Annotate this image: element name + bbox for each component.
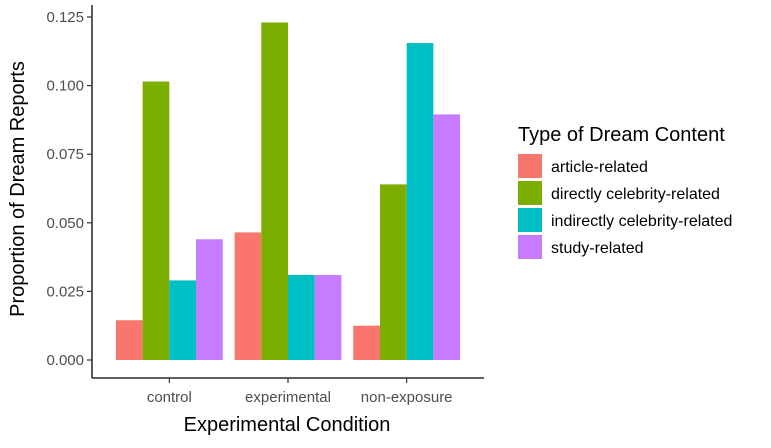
bar-control-indirectly-celebrity-related	[169, 280, 197, 360]
y-axis-title: Proportion of Dream Reports	[7, 61, 29, 317]
y-tick-label: 0.100	[46, 78, 84, 95]
bar-experimental-directly-celebrity-related	[261, 22, 288, 360]
bar-experimental-study-related	[314, 274, 342, 360]
bar-control-study-related	[196, 239, 223, 360]
legend-key-article-related	[518, 154, 542, 178]
y-tick-label: 0.025	[46, 283, 84, 300]
x-tick-label: control	[147, 389, 192, 406]
y-tick-label: 0.075	[46, 146, 84, 163]
legend-label: indirectly celebrity-related	[551, 213, 732, 230]
legend-key-directly-celebrity-related	[518, 181, 542, 205]
bar-control-directly-celebrity-related	[142, 81, 170, 360]
bars-layer	[115, 22, 461, 361]
bar-control-article-related	[115, 320, 143, 360]
y-tick-label: 0.000	[46, 352, 84, 369]
bar-experimental-indirectly-celebrity-related	[288, 274, 315, 360]
x-ticks: control experimental non-exposure	[147, 378, 453, 406]
bar-non-exposure-directly-celebrity-related	[379, 184, 407, 360]
bar-non-exposure-indirectly-celebrity-related	[406, 43, 434, 361]
legend-label: article-related	[551, 159, 648, 176]
x-tick-label: non-exposure	[361, 389, 453, 406]
y-tick-label: 0.050	[46, 215, 84, 232]
x-axis-title: Experimental Condition	[184, 414, 391, 436]
y-ticks: 0.000 0.025 0.050 0.075 0.100 0.125	[46, 9, 92, 369]
legend-label: study-related	[551, 240, 644, 257]
legend-title: Type of Dream Content	[518, 124, 725, 146]
bar-experimental-article-related	[234, 232, 262, 360]
legend-label: directly celebrity-related	[551, 186, 720, 203]
legend: article-related directly celebrity-relate…	[518, 154, 732, 259]
legend-key-indirectly-celebrity-related	[518, 208, 542, 232]
legend-key-study-related	[518, 235, 542, 259]
y-tick-label: 0.125	[46, 9, 84, 26]
bar-non-exposure-study-related	[433, 114, 461, 360]
bar-non-exposure-article-related	[353, 325, 380, 360]
x-tick-label: experimental	[245, 389, 331, 406]
